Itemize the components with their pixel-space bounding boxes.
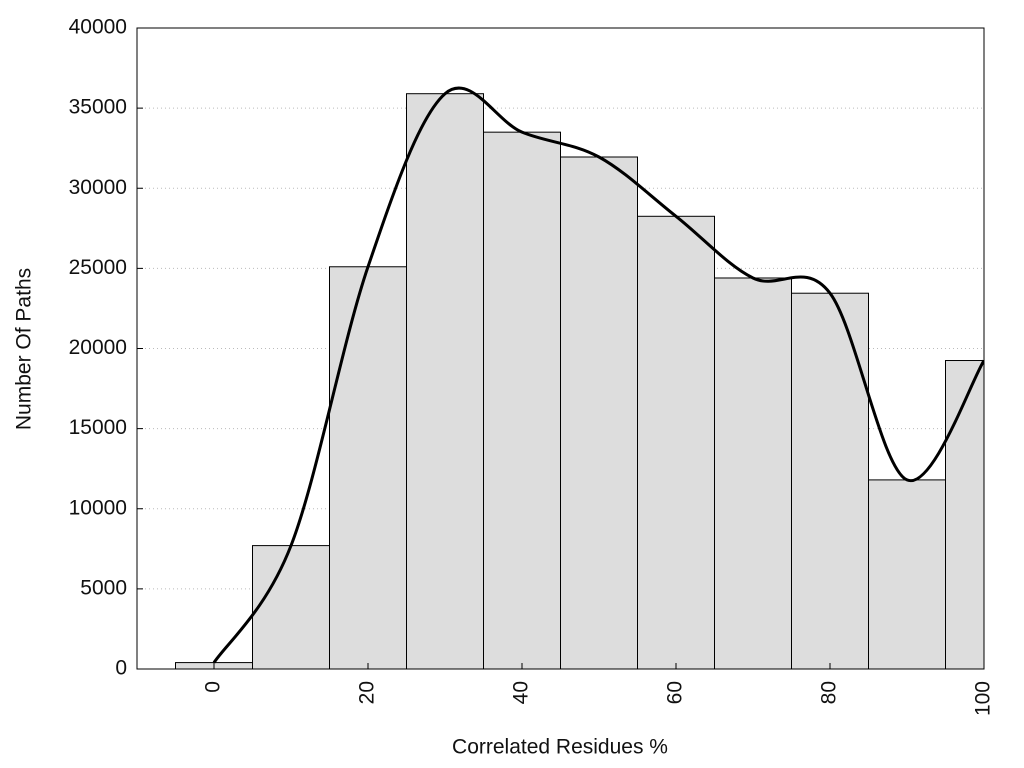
y-tick-label: 35000 <box>69 96 127 119</box>
x-axis-label: Correlated Residues % <box>452 736 668 759</box>
bar <box>714 277 792 669</box>
y-tick-label: 40000 <box>69 16 127 39</box>
smooth-curve <box>212 86 984 664</box>
bar <box>329 266 407 669</box>
x-tick-label: 40 <box>510 681 533 704</box>
bars <box>175 93 984 669</box>
y-axis-label: Number Of Paths <box>13 268 36 430</box>
y-tick-label: 30000 <box>69 176 127 199</box>
y-tick-label: 15000 <box>69 416 127 439</box>
y-tick-label: 5000 <box>80 576 127 599</box>
y-tick-label: 25000 <box>69 256 127 279</box>
y-tick-label: 20000 <box>69 336 127 359</box>
bar <box>252 545 330 669</box>
bar <box>406 93 484 669</box>
y-tick-label: 10000 <box>69 496 127 519</box>
bar <box>483 131 561 669</box>
bar <box>945 360 984 669</box>
x-tick-label: 80 <box>818 681 841 704</box>
x-tick-label: 100 <box>972 681 995 716</box>
curve-layer <box>212 86 984 664</box>
bar <box>560 156 638 669</box>
x-tick-label: 0 <box>202 681 225 693</box>
x-tick-label: 60 <box>664 681 687 704</box>
bar <box>637 215 715 669</box>
x-tick-label: 20 <box>356 681 379 704</box>
bar <box>791 292 869 669</box>
bar <box>868 479 946 669</box>
y-tick-label: 0 <box>115 657 127 680</box>
